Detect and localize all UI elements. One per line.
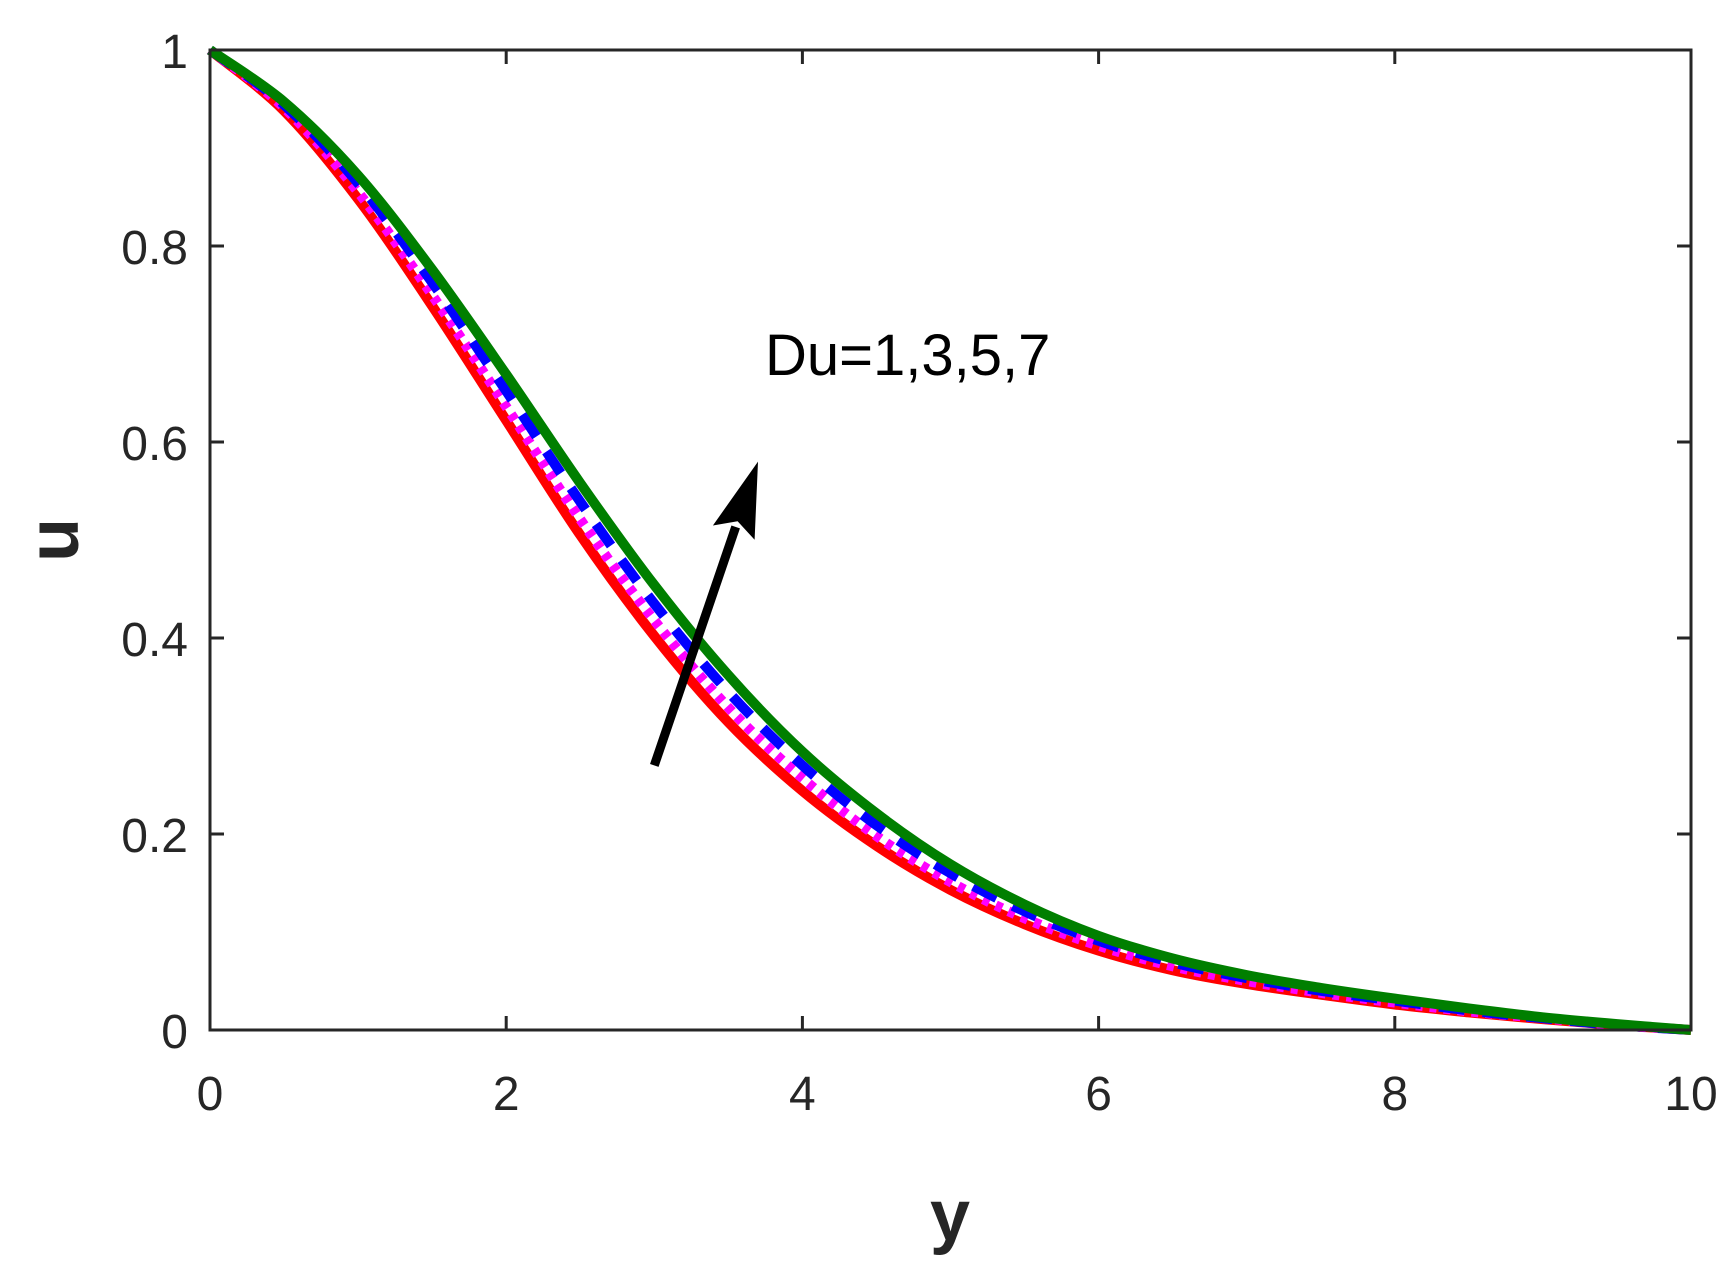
- y-tick-label: 0.6: [121, 418, 188, 471]
- x-tick-label: 6: [1085, 1068, 1112, 1121]
- plot-frame: [208, 48, 1693, 1032]
- y-tick-label: 0.8: [121, 222, 188, 275]
- x-axis-title: y: [930, 1176, 970, 1256]
- x-tick-label: 0: [197, 1068, 224, 1121]
- ticks-layer: 0 2 4 6 8 10 0 0.2 0.4 0.6 0.8 1: [121, 26, 1717, 1121]
- annotation-arrowhead: [712, 461, 758, 540]
- annotation-arrow: [650, 525, 740, 767]
- x-tick-label: 4: [789, 1068, 816, 1121]
- x-tick-label: 2: [493, 1068, 520, 1121]
- x-tick-label: 8: [1381, 1068, 1408, 1121]
- y-tick-label: 0.4: [121, 614, 188, 667]
- x-tick-label: 10: [1664, 1068, 1717, 1121]
- y-tick-label: 1: [161, 26, 188, 79]
- series-line-4: [207, 45, 1692, 1035]
- y-tick-label: 0.2: [121, 810, 188, 863]
- series-layer: [206, 45, 1692, 1035]
- y-tick-label: 0: [161, 1006, 188, 1059]
- annotation-layer: Du=1,3,5,7: [650, 323, 1050, 767]
- y-axis-title: u: [14, 518, 94, 562]
- annotation-label: Du=1,3,5,7: [765, 323, 1050, 388]
